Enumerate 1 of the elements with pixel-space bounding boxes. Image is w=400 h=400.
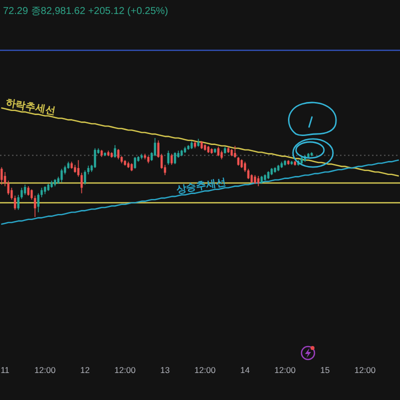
title: 72.29 종82,981.62 +205.12 (+0.25%) [3,6,168,17]
